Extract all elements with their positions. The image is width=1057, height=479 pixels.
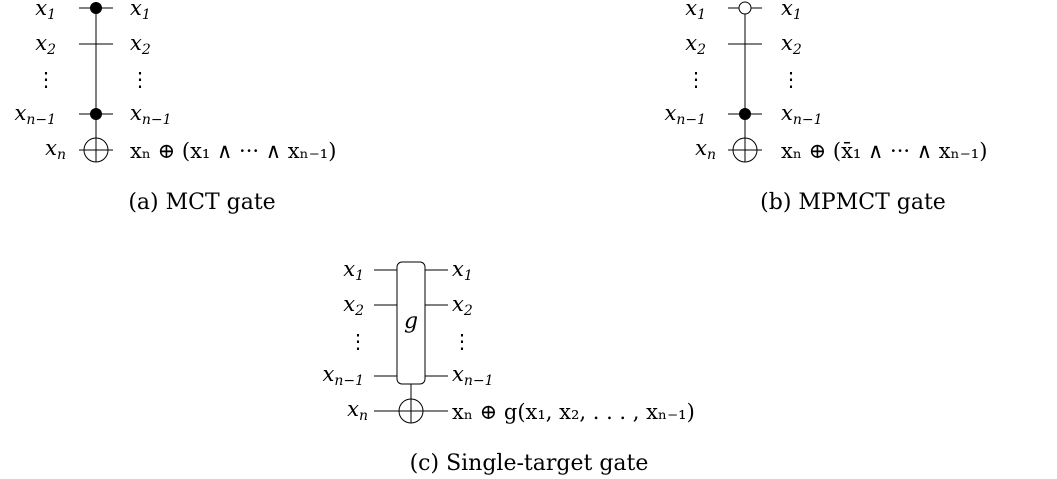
input-label-xn: xn — [347, 397, 368, 424]
input-label-x2: x2 — [685, 31, 706, 58]
panel-mpmct: x1 x2 ⋮ xn−1 xn x1 x2 ⋮ xn−1 xₙ ⊕ (x̄₁ ∧… — [665, 0, 988, 215]
caption-single-target: (c) Single-target gate — [410, 451, 649, 476]
target-xor-symbol — [732, 137, 758, 163]
output-label-xn-1: xn−1 — [781, 101, 823, 128]
input-vdots: ⋮ — [686, 67, 706, 91]
input-label-x1: x1 — [35, 0, 56, 23]
control-dot-x1 — [90, 2, 102, 14]
target-output-expression: xₙ ⊕ g(x₁, x₂, . . . , xₙ₋₁) — [452, 400, 695, 424]
control-dot-xn-1 — [90, 108, 102, 120]
output-vdots: ⋮ — [781, 67, 801, 91]
output-label-x2: x2 — [781, 31, 802, 58]
output-label-x2: x2 — [130, 31, 151, 58]
input-label-x2: x2 — [35, 31, 56, 58]
caption-mct: (a) MCT gate — [128, 190, 275, 215]
target-xor-symbol — [83, 137, 109, 163]
control-dot-xn-1 — [739, 108, 751, 120]
input-label-xn: xn — [45, 136, 66, 163]
input-label-xn-1: xn−1 — [665, 101, 707, 128]
gate-label-g: g — [404, 309, 418, 334]
target-xor-symbol — [398, 398, 424, 424]
panel-mct: x1 x2 ⋮ xn−1 xn x1 x2 ⋮ xn−1 xₙ ⊕ (x₁ ∧ … — [15, 0, 337, 215]
input-label-xn-1: xn−1 — [323, 362, 365, 389]
target-output-expression: xₙ ⊕ (x₁ ∧ ··· ∧ xₙ₋₁) — [130, 139, 336, 163]
input-label-xn: xn — [695, 136, 716, 163]
caption-mpmct: (b) MPMCT gate — [760, 190, 946, 215]
output-label-x2: x2 — [452, 292, 473, 319]
panel-single-target: g x1 x2 ⋮ xn−1 xn x1 x2 ⋮ xn−1 xₙ ⊕ g(x₁… — [323, 257, 695, 476]
output-label-xn-1: xn−1 — [452, 362, 494, 389]
output-vdots: ⋮ — [130, 67, 150, 91]
negative-control-dot-x1 — [738, 1, 752, 15]
output-label-xn-1: xn−1 — [130, 101, 172, 128]
output-label-x1: x1 — [130, 0, 151, 23]
target-output-expression: xₙ ⊕ (x̄₁ ∧ ··· ∧ xₙ₋₁) — [781, 139, 987, 163]
input-label-x2: x2 — [343, 292, 364, 319]
input-vdots: ⋮ — [348, 329, 368, 353]
output-label-x1: x1 — [452, 257, 473, 284]
input-label-x1: x1 — [343, 257, 364, 284]
input-label-xn-1: xn−1 — [15, 101, 57, 128]
input-vdots: ⋮ — [36, 67, 56, 91]
output-label-x1: x1 — [781, 0, 802, 23]
output-vdots: ⋮ — [452, 329, 472, 353]
input-label-x1: x1 — [685, 0, 706, 23]
